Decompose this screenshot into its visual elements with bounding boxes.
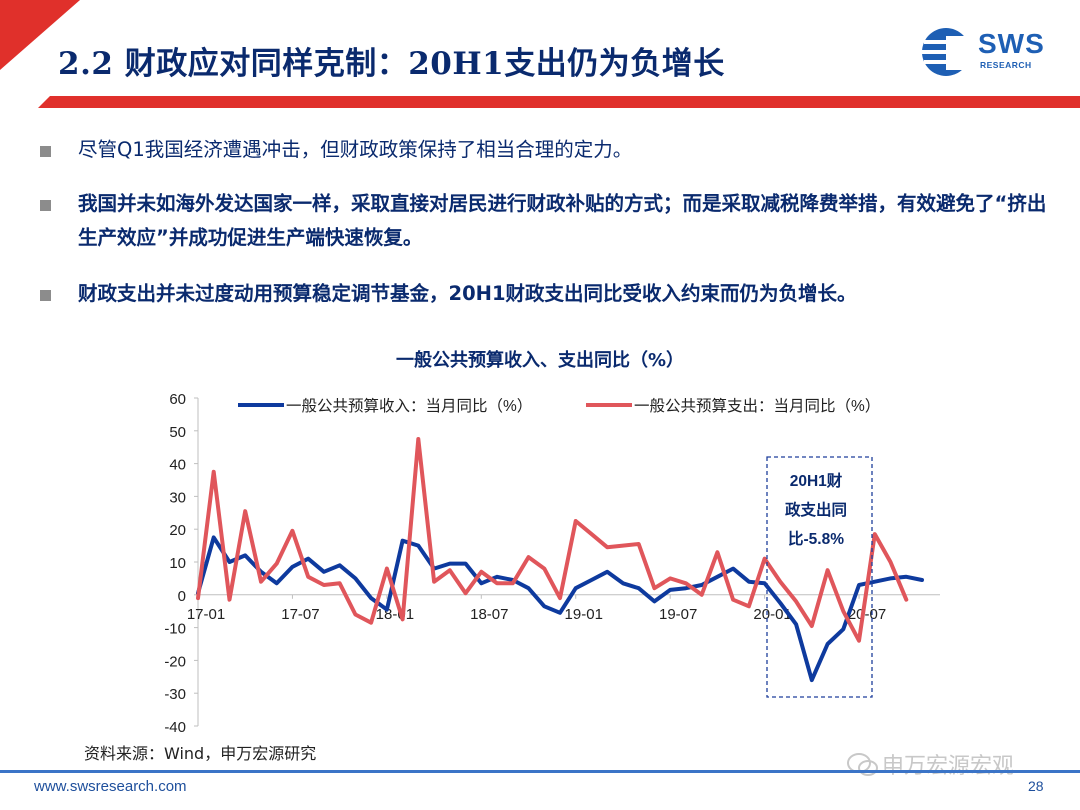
y-tick-label: 60 [169, 391, 186, 408]
y-tick-label: -10 [164, 621, 186, 638]
y-tick-label: -40 [164, 719, 186, 736]
page-number: 28 [1028, 778, 1044, 794]
footer-divider [0, 770, 1080, 773]
x-tick-label: 17-01 [187, 606, 225, 623]
y-tick-label: 30 [169, 489, 186, 506]
x-tick-label: 19-01 [565, 606, 603, 623]
x-tick-label: 18-07 [470, 606, 508, 623]
logo-subtext: RESEARCH [980, 60, 1032, 70]
x-tick-label: 17-07 [281, 606, 319, 623]
annotation-box [766, 456, 873, 698]
series-line-1 [196, 535, 924, 683]
header-decoration [0, 0, 1080, 108]
watermark-text: 申万宏源宏观 [882, 754, 1015, 779]
logo-text: SWS [978, 28, 1045, 59]
sws-logo: SWS RESEARCH [920, 24, 1060, 80]
sws-globe-icon [922, 28, 976, 76]
bullet-2-text: 我国并未如海外发达国家一样，采取直接对居民进行财政补贴的方式；而是采取减税降费举… [78, 192, 1047, 249]
legend-label-1: 一般公共预算收入：当月同比（%） [286, 396, 532, 415]
series-line-2 [196, 437, 909, 643]
bullet-3-text: 财政支出并未过度动用预算稳定调节基金，20H1财政支出同比受收入约束而仍为负增长… [78, 282, 857, 305]
wechat-icon [847, 753, 878, 776]
annotation-text-line: 比-5.8% [788, 530, 844, 548]
x-tick-label: 18-01 [376, 606, 414, 623]
y-tick-label: 40 [169, 457, 186, 474]
x-tick-label: 20-07 [848, 606, 886, 623]
annotation-text-line: 20H1财 [790, 471, 843, 490]
x-tick-label: 19-07 [659, 606, 697, 623]
y-tick-label: 10 [169, 555, 186, 572]
y-tick-label: 0 [178, 588, 186, 605]
page-title: 2.2 财政应对同样克制：20H1支出仍为负增长 [58, 46, 725, 82]
annotation-text-line: 政支出同 [785, 500, 847, 519]
bullet-1-text: 尽管Q1我国经济遭遇冲击，但财政政策保持了相当合理的定力。 [78, 138, 633, 161]
y-tick-label: -20 [164, 653, 186, 670]
x-tick-label: 20-01 [753, 606, 791, 623]
y-tick-label: 50 [169, 424, 186, 441]
y-tick-label: 20 [169, 522, 186, 539]
bullet-square-icon [40, 146, 51, 157]
footer-url[interactable]: www.swsresearch.com [34, 778, 187, 795]
source-note: 资料来源：Wind，申万宏源研究 [84, 744, 317, 763]
legend-label-2: 一般公共预算支出：当月同比（%） [634, 396, 880, 415]
bullet-square-icon [40, 200, 51, 211]
y-tick-label: -30 [164, 686, 186, 703]
chart-title: 一般公共预算收入、支出同比（%） [395, 350, 685, 371]
bullet-square-icon [40, 290, 51, 301]
